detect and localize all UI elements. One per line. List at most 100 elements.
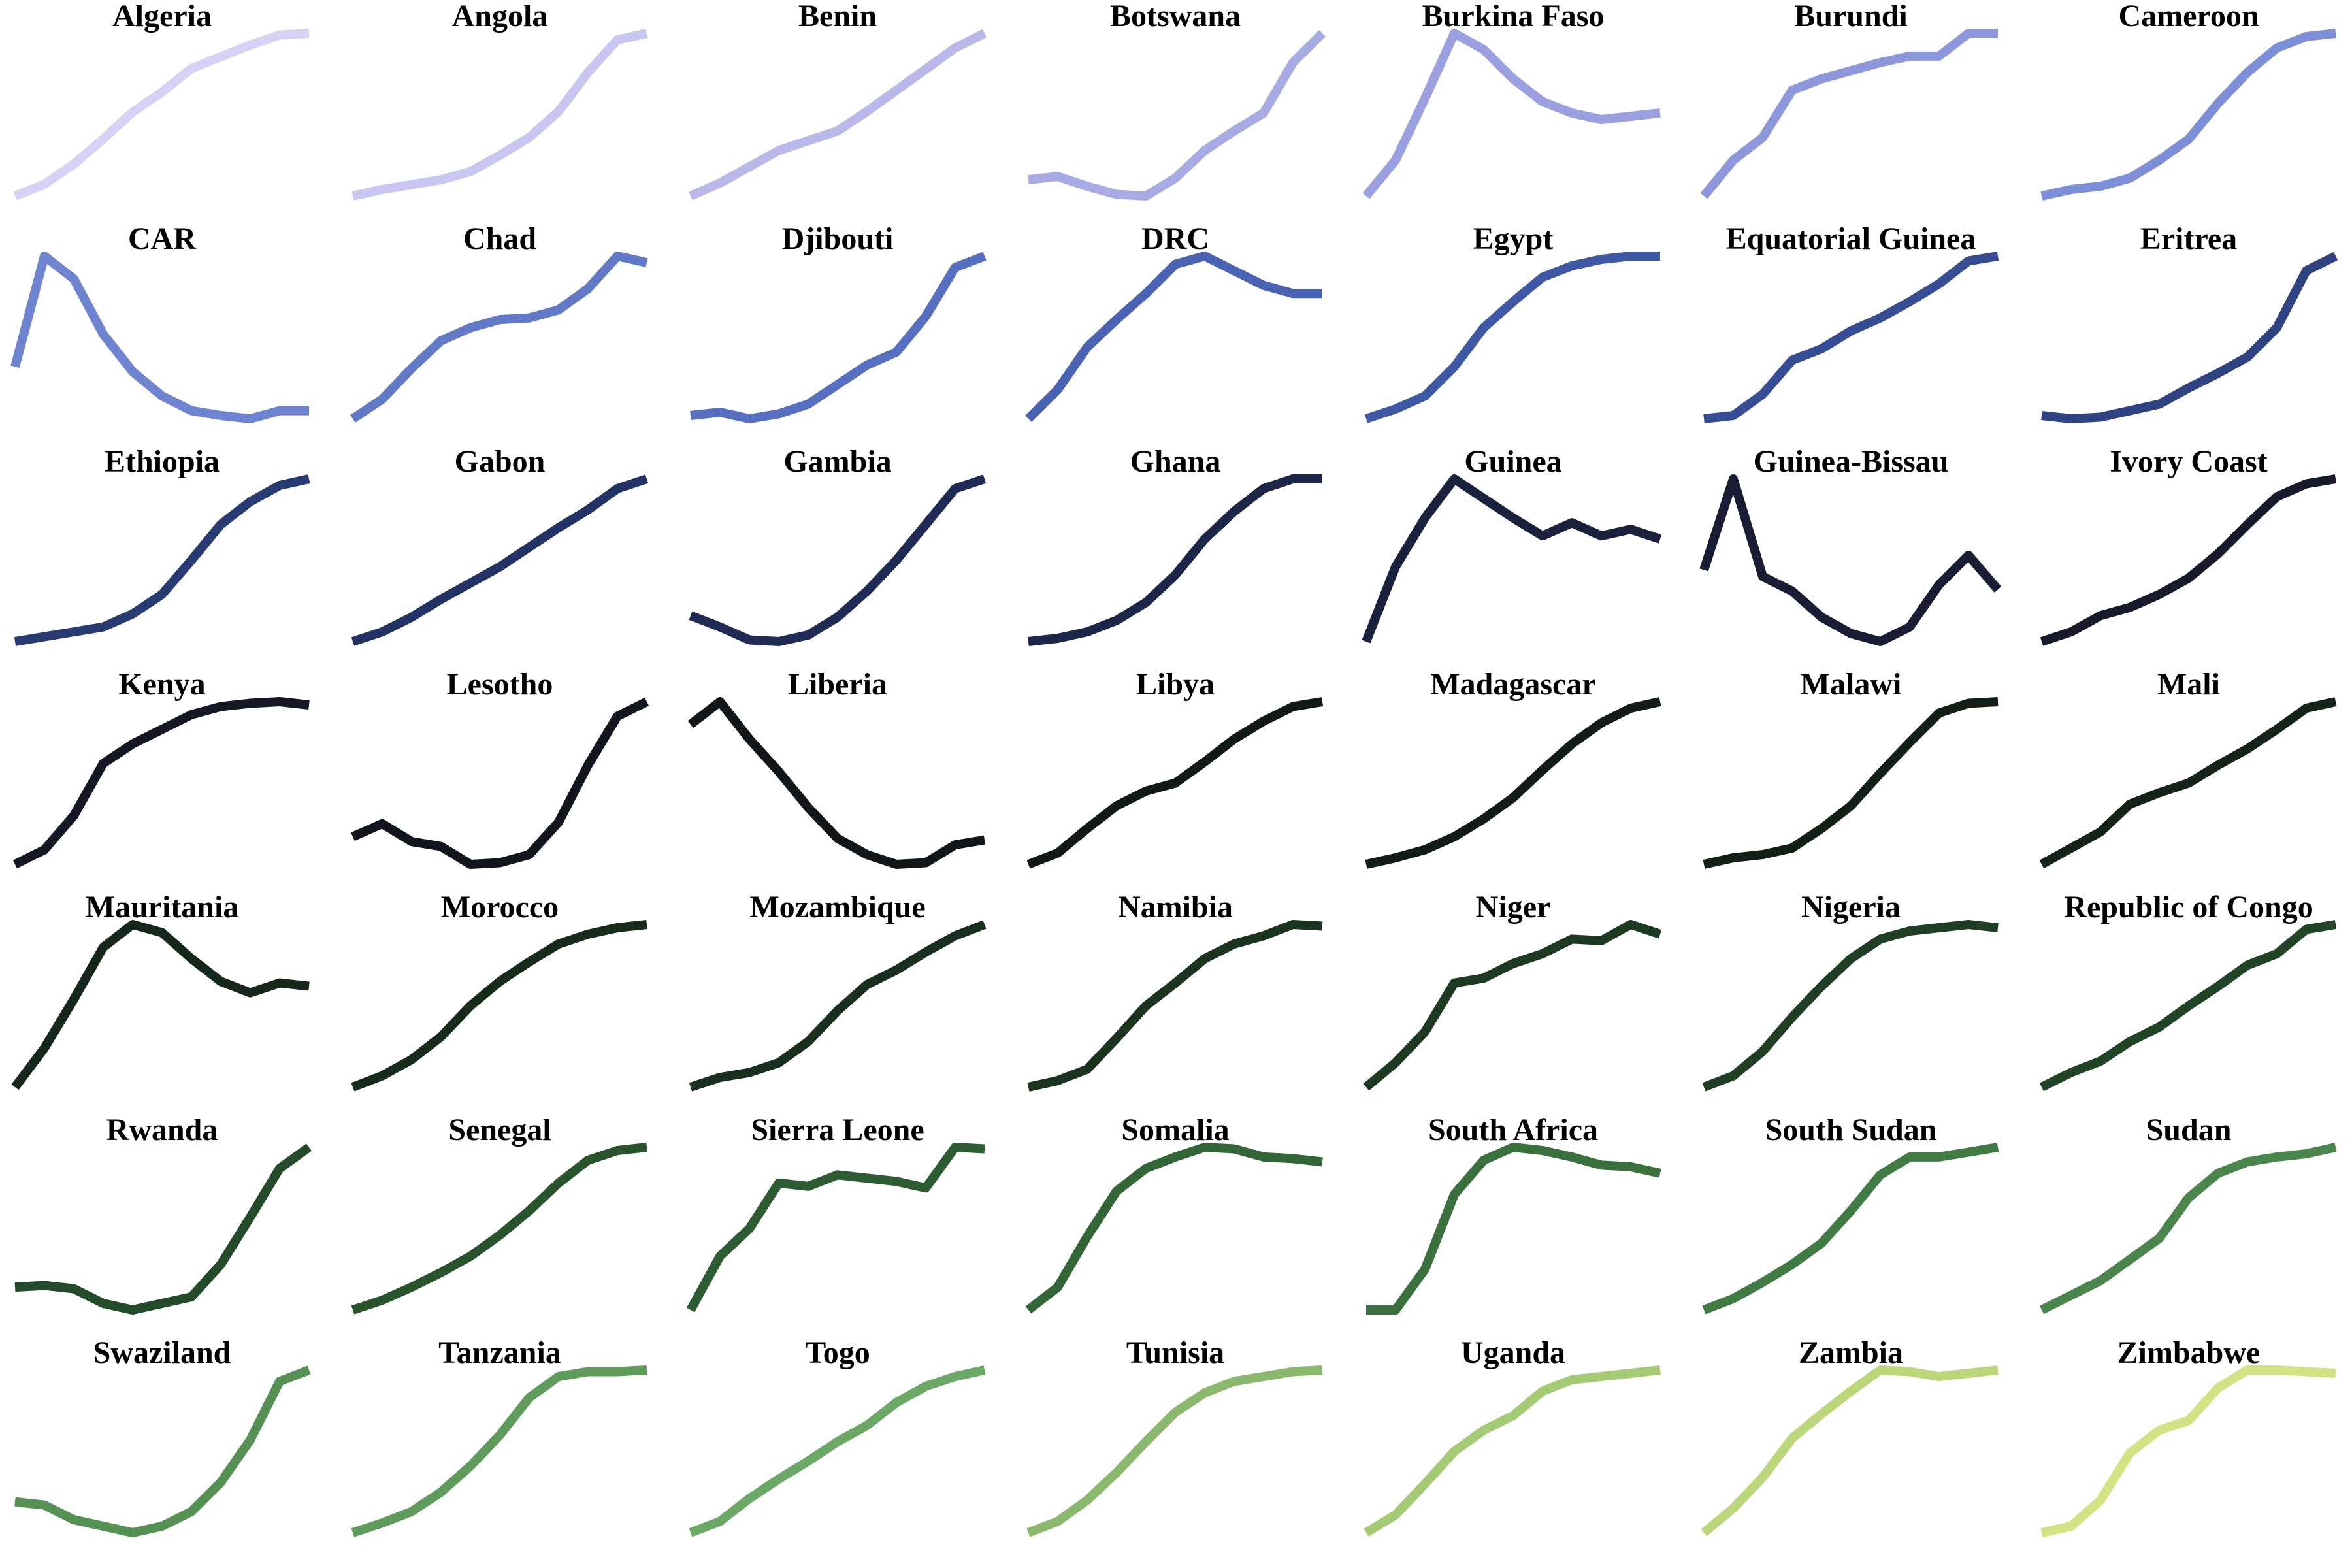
panel: Zambia — [1701, 1335, 1999, 1537]
panel: Tunisia — [1026, 1335, 1323, 1537]
panel-title: Chad — [463, 221, 536, 256]
panel: Equatorial Guinea — [1703, 221, 1999, 423]
panel-title: Ivory Coast — [2110, 444, 2267, 479]
line — [1362, 474, 1662, 644]
line — [10, 252, 309, 423]
panel-title: Zimbabwe — [2117, 1335, 2261, 1370]
line — [1365, 697, 1661, 869]
panel-title: Gambia — [783, 444, 891, 479]
panel-title: Guinea-Bissau — [1754, 444, 1949, 479]
line — [11, 920, 310, 1090]
panel: DRC — [1025, 221, 1322, 422]
line — [1699, 474, 2002, 646]
panel-title: Togo — [805, 1335, 870, 1370]
panel-title: Sierra Leone — [751, 1113, 924, 1147]
panel-title: Eritrea — [2140, 221, 2237, 256]
panel: Ethiopia — [14, 444, 310, 646]
panel-title: South Africa — [1428, 1113, 1598, 1147]
panel: Uganda — [1364, 1335, 1661, 1537]
panel-title: Botswana — [1110, 0, 1241, 33]
line — [2040, 474, 2337, 646]
panel: Benin — [689, 0, 987, 201]
panel: Sudan — [2039, 1113, 2337, 1315]
panel: South Sudan — [1702, 1113, 1999, 1315]
panel: Algeria — [13, 0, 310, 201]
line — [14, 474, 310, 646]
line — [1025, 252, 1322, 422]
panel: Angola — [351, 0, 648, 201]
panel-title: Mozambique — [749, 890, 925, 924]
line — [2040, 29, 2336, 201]
line — [687, 697, 986, 869]
line — [686, 1143, 985, 1313]
panel: Liberia — [687, 667, 986, 869]
panel: Burundi — [1700, 0, 1998, 199]
line — [1026, 697, 1324, 869]
panel-title: Madagascar — [1430, 667, 1595, 702]
line — [2039, 1143, 2337, 1315]
line — [1362, 29, 1661, 199]
panel-title: Niger — [1476, 890, 1551, 924]
line — [1028, 30, 1326, 201]
panel: Ivory Coast — [2040, 444, 2337, 646]
line — [689, 920, 987, 1092]
line — [1701, 1365, 1999, 1537]
panel: South Africa — [1366, 1113, 1661, 1315]
panel: Somalia — [1025, 1113, 1323, 1314]
line — [2040, 1365, 2336, 1537]
line — [1366, 1143, 1661, 1315]
panel-title: CAR — [128, 221, 197, 256]
line — [1026, 1365, 1323, 1537]
line — [14, 1365, 311, 1537]
panel-title: Swaziland — [93, 1335, 231, 1370]
panel: Kenya — [12, 667, 310, 869]
line — [351, 697, 649, 869]
panel: Mauritania — [11, 890, 310, 1090]
line — [1028, 474, 1322, 646]
panel-title: Burundi — [1794, 0, 1907, 33]
panel-title: Ethiopia — [105, 444, 220, 479]
panel: Republic of Congo — [2039, 890, 2337, 1092]
panel: Madagascar — [1365, 667, 1661, 869]
panel-title: Burkina Faso — [1422, 0, 1605, 33]
panel-title: Kenya — [118, 667, 205, 702]
line — [1363, 920, 1662, 1091]
panel-title: Egypt — [1473, 221, 1554, 256]
line — [690, 252, 987, 423]
panel-title: Ghana — [1130, 444, 1221, 479]
panel-title: Equatorial Guinea — [1726, 221, 1976, 256]
panel-title: Zambia — [1799, 1335, 1903, 1370]
line — [1025, 1143, 1323, 1314]
panel-title: Senegal — [448, 1113, 551, 1147]
panel: Egypt — [1364, 221, 1660, 423]
panel-title: Nigeria — [1801, 890, 1901, 924]
line — [351, 29, 648, 201]
line — [14, 1143, 312, 1315]
panel: Chad — [350, 221, 648, 423]
panel: Guinea-Bissau — [1699, 444, 2002, 646]
line — [350, 252, 648, 423]
line — [351, 1143, 647, 1315]
panel: Mali — [2039, 667, 2337, 869]
panel: Lesotho — [351, 667, 649, 869]
panel: Cameroon — [2040, 0, 2336, 201]
line — [1364, 1365, 1661, 1537]
line — [351, 920, 647, 1092]
line — [351, 1365, 647, 1537]
panel-title: Tunisia — [1126, 1335, 1224, 1370]
panel-title: Namibia — [1118, 890, 1233, 924]
panel-title: Mali — [2157, 667, 2220, 702]
panel-title: DRC — [1141, 221, 1209, 256]
panel: Burkina Faso — [1362, 0, 1661, 199]
panel: Gabon — [351, 444, 649, 646]
panel-title: Somalia — [1121, 1113, 1229, 1147]
line — [689, 474, 987, 646]
panel: Mozambique — [689, 890, 987, 1092]
panel-title: Djibouti — [782, 221, 894, 256]
panel: Gambia — [689, 444, 987, 646]
panel-title: Benin — [798, 0, 877, 33]
panel-title: Malawi — [1801, 667, 1902, 702]
line — [1703, 697, 1999, 869]
line — [689, 29, 987, 201]
